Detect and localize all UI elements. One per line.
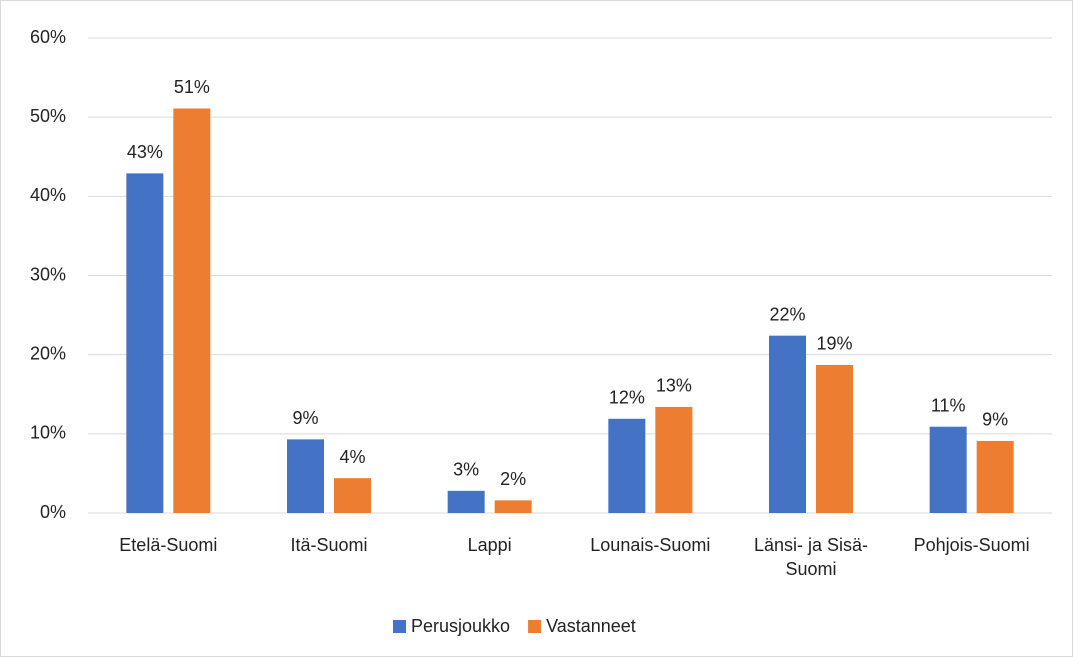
data-label: 9% <box>292 408 318 428</box>
y-tick-label: 60% <box>30 27 66 47</box>
bar <box>447 490 485 513</box>
y-tick-label: 30% <box>30 264 66 284</box>
legend-swatch <box>528 620 542 633</box>
x-tick-label: Etelä-Suomi <box>119 535 218 555</box>
bar <box>287 439 324 513</box>
y-tick-label: 20% <box>30 343 66 363</box>
bar <box>494 500 532 513</box>
legend-label: Perusjoukko <box>411 616 510 636</box>
data-label: 22% <box>769 304 805 324</box>
bar <box>655 406 693 513</box>
x-tick-label: Itä-Suomi <box>290 535 368 555</box>
legend-swatch <box>393 620 406 633</box>
bar <box>608 418 646 513</box>
x-tick-label: Lounais-Suomi <box>590 535 711 555</box>
data-label: 11% <box>931 395 966 415</box>
x-tick-label: Lappi <box>467 535 512 555</box>
data-label: 3% <box>453 460 479 480</box>
y-tick-label: 0% <box>40 502 66 522</box>
bar <box>126 173 164 513</box>
y-tick-label: 50% <box>30 106 66 126</box>
legend-label: Vastanneet <box>546 616 636 636</box>
x-tick-label: Länsi- ja Sisä-Suomi <box>753 535 869 579</box>
bar <box>334 478 371 513</box>
bar <box>929 426 967 513</box>
x-tick-label: Pohjois-Suomi <box>913 535 1030 555</box>
bar <box>173 108 211 513</box>
data-label: 19% <box>816 334 852 354</box>
data-label: 51% <box>174 77 210 97</box>
data-label: 2% <box>500 469 526 489</box>
y-tick-label: 40% <box>30 185 66 205</box>
bar <box>769 335 806 513</box>
data-label: 43% <box>127 142 163 162</box>
y-tick-label: 10% <box>30 423 66 443</box>
bar <box>816 364 853 513</box>
data-label: 13% <box>656 376 692 396</box>
data-label: 4% <box>339 447 365 467</box>
bar <box>976 440 1014 513</box>
data-label: 9% <box>982 410 1008 430</box>
data-label: 12% <box>609 388 645 408</box>
